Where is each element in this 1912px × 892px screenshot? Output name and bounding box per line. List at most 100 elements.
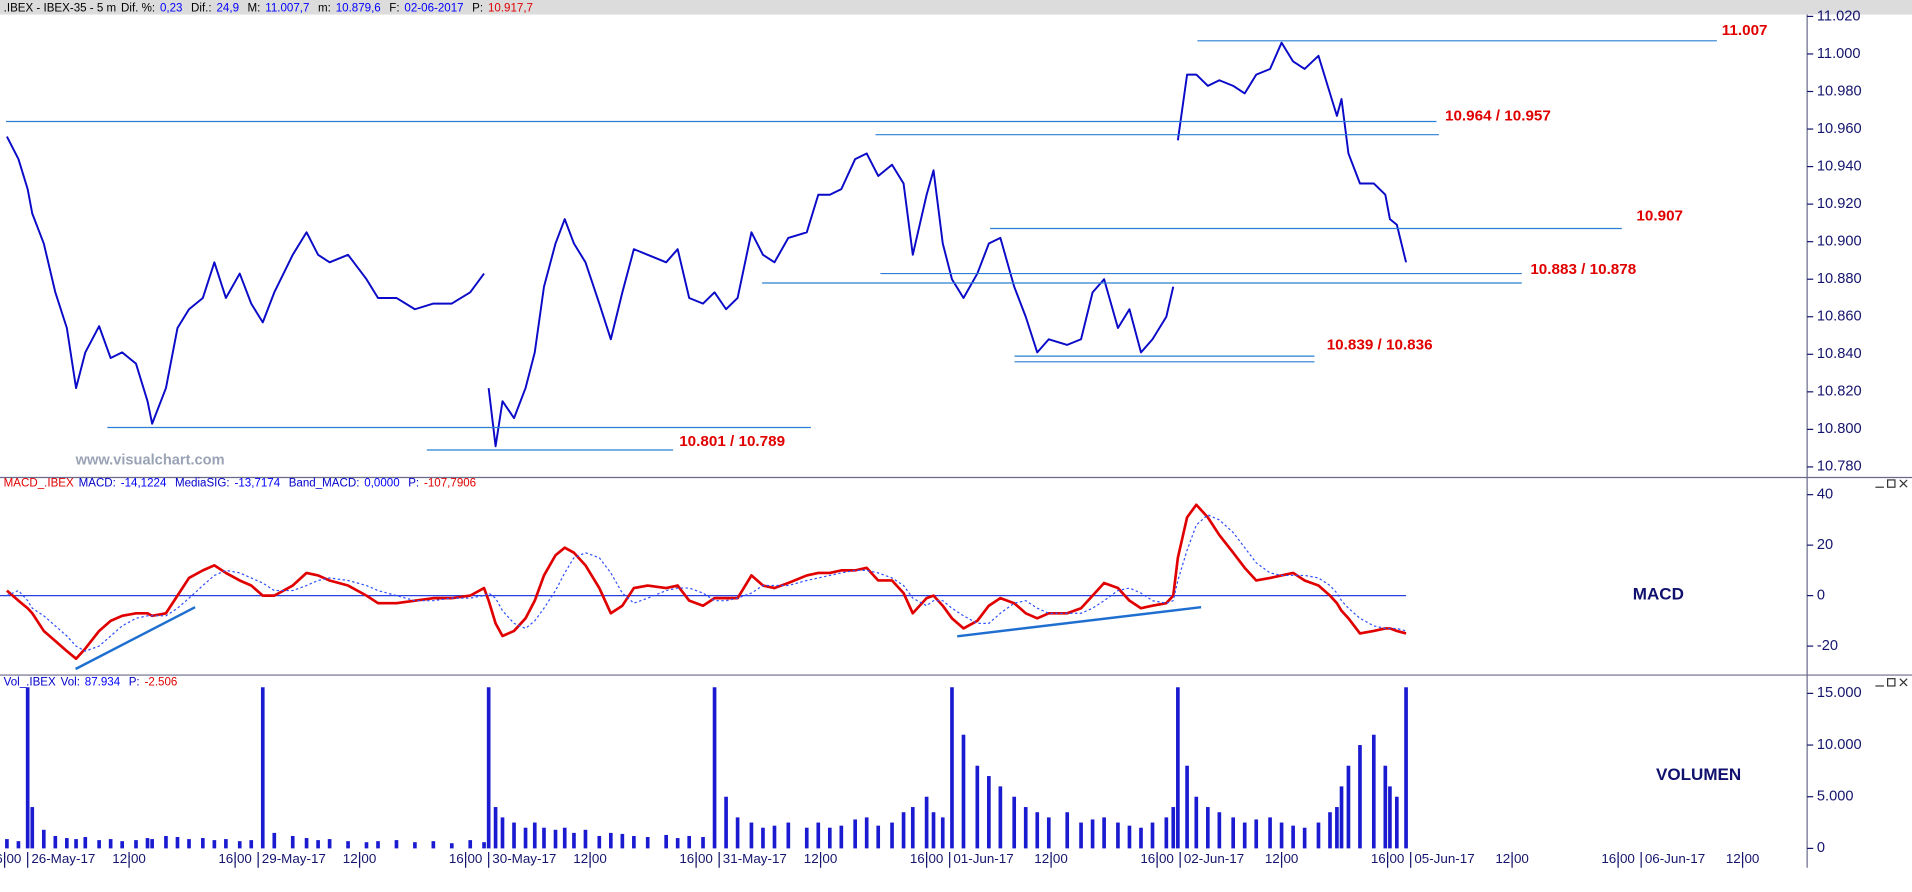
volume-bar	[940, 817, 945, 849]
volume-bar	[120, 841, 124, 849]
volume-bar	[1231, 817, 1236, 849]
close-icon[interactable]	[1899, 479, 1908, 488]
macd-line	[6, 503, 1407, 661]
volume-bar	[632, 835, 636, 849]
volume-bar	[701, 837, 705, 849]
info-text: m:	[318, 3, 331, 15]
volume-bar	[1217, 812, 1222, 849]
volume-bar	[924, 796, 929, 849]
volume-bar	[1395, 796, 1399, 849]
window-controls[interactable]	[1875, 479, 1908, 488]
volume-bar	[272, 832, 277, 849]
y-tick-label: 10.860	[1817, 309, 1862, 325]
x-tick-label: 12:00	[1726, 851, 1760, 866]
info-text: P:	[129, 676, 140, 688]
panel-label: MACD	[1633, 585, 1684, 604]
level-label: 10.964 / 10.957	[1445, 108, 1551, 125]
volume-bar	[304, 838, 309, 849]
y-tick-label: 40	[1817, 487, 1833, 503]
volume-bar	[83, 837, 88, 849]
info-text: M:	[248, 3, 261, 15]
info-text: -14,1224	[121, 478, 167, 490]
maximize-icon[interactable]	[1887, 479, 1896, 488]
volume-bar	[735, 817, 740, 849]
info-text: -13,7174	[234, 478, 280, 490]
level-label: 10.839 / 10.836	[1327, 336, 1433, 353]
volume-bar	[500, 817, 505, 849]
volume-bar	[1185, 765, 1189, 849]
volume-bar	[1065, 812, 1070, 849]
volume-bar	[609, 832, 613, 849]
x-tick-label: 16:00	[218, 851, 252, 866]
volume-bar	[1023, 807, 1028, 849]
volume-bar	[175, 837, 180, 849]
volume-bar	[1205, 807, 1210, 849]
volume-bar	[761, 827, 765, 849]
volume-bar	[1346, 765, 1351, 849]
volume-bar	[1012, 796, 1017, 849]
volume-bar	[1279, 822, 1284, 849]
volume-bar	[542, 827, 546, 849]
window-controls[interactable]	[1875, 678, 1908, 687]
info-text: -2.506	[145, 676, 178, 688]
x-tick-label: 16:00	[0, 851, 21, 866]
info-text: 10.879,6	[336, 3, 381, 15]
y-tick-label: 10.880	[1817, 271, 1862, 287]
x-tick-label: 29-May-17	[262, 851, 326, 866]
volume-bar	[316, 840, 320, 849]
volume-bar	[1358, 745, 1362, 849]
volume-bar	[1171, 807, 1176, 849]
volume-bar	[864, 817, 869, 849]
x-tick-label: 16:00	[1140, 851, 1174, 866]
y-tick-label: 15.000	[1817, 685, 1862, 701]
volume-bar	[890, 822, 894, 849]
info-text: MediaSIG:	[175, 478, 230, 490]
volume-bar	[1150, 822, 1155, 849]
x-tick-label: 16:00	[1371, 851, 1405, 866]
volume-bar	[237, 841, 242, 849]
info-text: 24,9	[216, 3, 239, 15]
volume-bar	[187, 839, 191, 849]
volume-bar	[1339, 786, 1344, 849]
volume-bar	[1139, 827, 1143, 849]
volume-bar	[30, 807, 35, 849]
x-tick-label: 06-Jun-17	[1645, 851, 1705, 866]
volume-bar	[260, 687, 265, 849]
volume-bar	[664, 834, 668, 849]
volume-bar	[1242, 822, 1247, 849]
header-bar	[0, 0, 1912, 15]
y-tick-label: 10.920	[1817, 196, 1862, 212]
volume-bar	[224, 839, 228, 849]
volume-bar	[201, 838, 205, 849]
volume-bar	[1371, 734, 1376, 849]
y-tick-label: 11.020	[1817, 8, 1861, 24]
info-text: Band_MACD:	[289, 478, 360, 490]
volume-bar	[804, 827, 809, 849]
y-tick-label: 10.900	[1817, 234, 1862, 250]
x-tick-label: 30-May-17	[492, 851, 556, 866]
info-text: -107,7906	[424, 478, 476, 490]
plot-area	[5, 687, 1408, 849]
y-tick-label: 10.940	[1817, 158, 1862, 174]
y-tick-label: 10.000	[1817, 737, 1862, 753]
volume-bar	[1383, 765, 1388, 849]
trend-line	[75, 606, 196, 671]
volume-bar	[1090, 819, 1095, 849]
volume-bar	[482, 842, 486, 849]
volume-bar	[675, 838, 680, 849]
volume-bar	[346, 841, 350, 849]
volume-bar	[827, 827, 832, 849]
volume-bar	[108, 839, 113, 849]
volume-bar	[950, 687, 954, 849]
volume-bar	[532, 822, 537, 849]
y-tick-label: 5.000	[1817, 789, 1854, 805]
close-icon[interactable]	[1899, 678, 1908, 687]
volume-bar	[134, 840, 138, 849]
volume-bar	[1102, 817, 1106, 849]
info-text: Dif. %:	[121, 3, 155, 15]
maximize-icon[interactable]	[1887, 678, 1896, 687]
volume-bar	[987, 776, 991, 849]
volume-bar	[901, 812, 906, 849]
